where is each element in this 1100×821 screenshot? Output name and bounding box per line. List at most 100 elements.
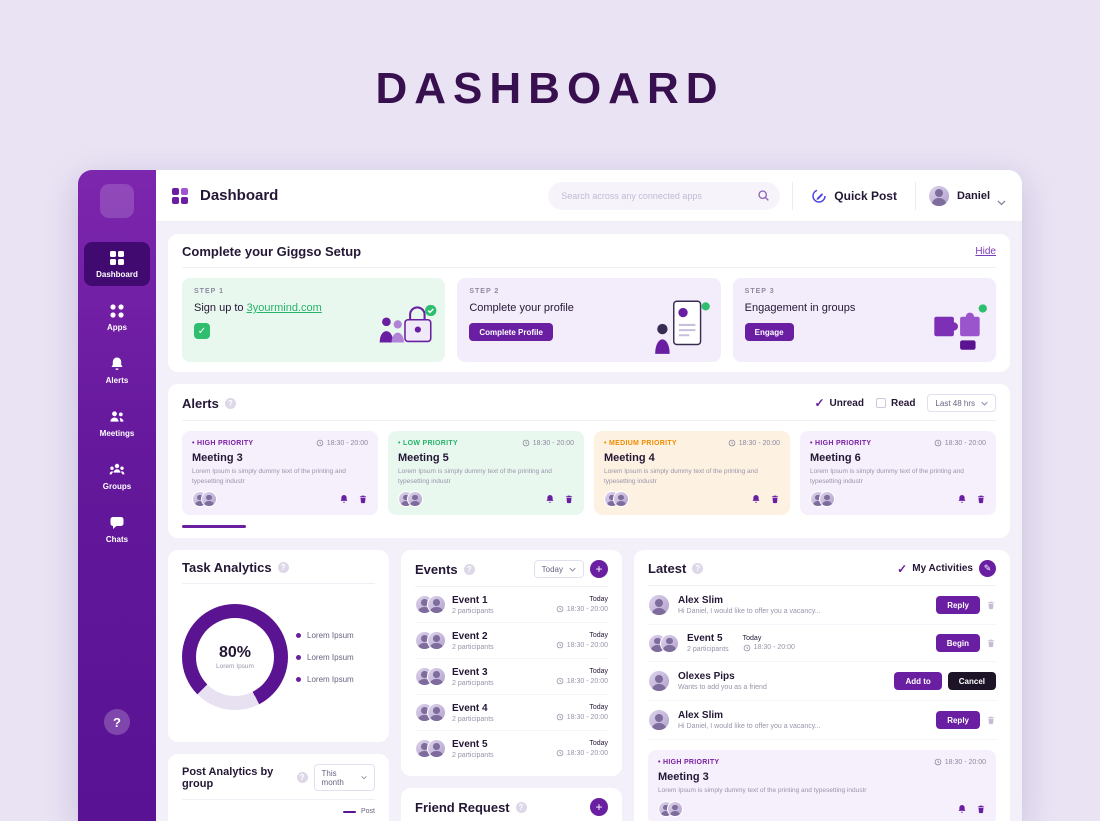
setup-hide-link[interactable]: Hide	[975, 246, 996, 257]
app-window: Dashboard Apps Alerts Meetings	[78, 170, 1022, 821]
clock-icon	[556, 677, 564, 685]
alert-card-meeting-6[interactable]: HIGH PRIORITY 18:30 - 20:00 Meeting 6 Lo…	[800, 431, 996, 515]
sidebar-item-chats[interactable]: Chats	[84, 507, 150, 551]
alert-time: 18:30 - 20:00	[522, 439, 574, 447]
alert-time: 18:30 - 20:00	[934, 758, 986, 766]
clock-icon	[556, 605, 564, 613]
user-name: Daniel	[956, 189, 990, 202]
step-text: Complete your profile	[469, 302, 574, 314]
sidebar-label: Apps	[107, 323, 127, 332]
signup-link[interactable]: 3yourmind.com	[246, 302, 322, 314]
reply-button[interactable]: Reply	[936, 596, 980, 614]
setup-step-3: STEP 3 Engagement in groups Engage	[732, 278, 996, 362]
sidebar: Dashboard Apps Alerts Meetings	[78, 170, 156, 821]
alert-text: Lorem Ipsum is simply dummy text of the …	[398, 468, 552, 486]
legend-line	[342, 810, 356, 813]
post-analytics-range-select[interactable]: This month	[313, 764, 375, 791]
sidebar-item-meetings[interactable]: Meetings	[84, 401, 150, 445]
quick-post-label: Quick Post	[834, 188, 897, 203]
add-event-button[interactable]: +	[590, 560, 608, 578]
priority-badge: HIGH PRIORITY	[658, 759, 719, 766]
add-to-button[interactable]: Add to	[894, 672, 942, 690]
clock-icon	[743, 644, 750, 651]
trash-icon[interactable]	[358, 494, 368, 504]
bell-icon[interactable]	[957, 494, 967, 504]
bell-icon[interactable]	[339, 494, 349, 504]
alert-card-meeting-3[interactable]: HIGH PRIORITY 18:30 - 20:00 Meeting 3 Lo…	[182, 431, 378, 515]
friend-request-title: Friend Request	[415, 799, 510, 815]
engage-button[interactable]: Engage	[744, 323, 794, 341]
participant-avatars	[192, 491, 217, 507]
alerts-title: Alerts	[182, 395, 219, 411]
bell-icon	[109, 356, 125, 372]
latest-meeting-card[interactable]: HIGH PRIORITY 18:30 - 20:00 Meeting 3 Lo…	[648, 750, 996, 821]
alert-card-meeting-5[interactable]: LOW PRIORITY 18:30 - 20:00 Meeting 5 Lor…	[388, 431, 584, 515]
event-name: Event 3	[452, 666, 488, 678]
event-participants: 2 participants	[452, 643, 494, 651]
sidebar-label: Chats	[105, 535, 129, 544]
edit-icon[interactable]: ✎	[979, 560, 996, 577]
event-participants: 2 participants	[452, 751, 494, 759]
reply-button[interactable]: Reply	[936, 711, 980, 729]
my-activities-label: My Activities	[912, 563, 973, 574]
groups-icon	[109, 462, 125, 478]
add-friend-button[interactable]: +	[590, 798, 608, 816]
step2-illustration	[654, 300, 710, 354]
clock-icon	[522, 439, 530, 447]
sidebar-item-alerts[interactable]: Alerts	[84, 348, 150, 392]
trash-icon[interactable]	[564, 494, 574, 504]
alert-card-meeting-4[interactable]: MEDIUM PRIORITY 18:30 - 20:00 Meeting 4 …	[594, 431, 790, 515]
quick-post-button[interactable]: Quick Post	[805, 184, 903, 208]
clock-icon	[934, 758, 942, 766]
begin-button[interactable]: Begin	[935, 634, 980, 652]
participant-avatars	[810, 491, 835, 507]
alerts-range-select[interactable]: Last 48 hrs	[927, 394, 996, 412]
events-range-select[interactable]: Today	[533, 560, 584, 578]
events-range-value: Today	[541, 564, 563, 574]
latest-title: Latest	[648, 561, 687, 576]
latest-text: Hi Daniel, I would like to offer you a v…	[678, 723, 821, 730]
cancel-button[interactable]: Cancel	[947, 672, 996, 690]
search-input[interactable]	[548, 181, 781, 210]
bell-icon[interactable]	[957, 804, 967, 814]
user-menu[interactable]: Daniel	[927, 184, 1006, 207]
latest-event-when: Today 18:30 - 20:00	[742, 634, 795, 652]
read-checkbox[interactable]: Read	[875, 398, 915, 409]
complete-profile-button[interactable]: Complete Profile	[469, 323, 553, 341]
trash-icon[interactable]	[976, 804, 986, 814]
alert-text: Lorem Ipsum is simply dummy text of the …	[192, 468, 346, 486]
trash-icon[interactable]	[986, 599, 996, 611]
alert-title: Meeting 6	[810, 452, 861, 464]
help-button[interactable]: ?	[104, 709, 130, 735]
bell-icon[interactable]	[751, 494, 761, 504]
topbar-divider	[792, 181, 794, 210]
my-activities-checkbox[interactable]: ✓ My Activities	[897, 562, 973, 576]
event-avatars	[415, 595, 446, 614]
alerts-scrollbar[interactable]	[182, 525, 246, 528]
latest-participants: 2 participants	[687, 646, 729, 653]
trash-icon[interactable]	[986, 714, 996, 726]
legend-label: Lorem Ipsum	[307, 674, 354, 684]
clock-icon	[556, 713, 564, 721]
latest-name: Event 5	[687, 633, 723, 644]
unread-checkbox[interactable]: ✓ Unread	[814, 396, 864, 410]
participant-avatars	[604, 491, 629, 507]
bell-icon[interactable]	[545, 494, 555, 504]
setup-step-1: STEP 1 Sign up to 3yourmind.com ✓	[182, 278, 446, 362]
trash-icon[interactable]	[976, 494, 986, 504]
events-title: Events	[415, 561, 458, 577]
trash-icon[interactable]	[770, 494, 780, 504]
check-icon: ✓	[814, 396, 825, 410]
sidebar-item-apps[interactable]: Apps	[84, 295, 150, 339]
trash-icon[interactable]	[986, 637, 996, 649]
sidebar-label: Groups	[102, 482, 132, 491]
sidebar-item-groups[interactable]: Groups	[84, 454, 150, 498]
search-icon[interactable]	[757, 189, 770, 202]
sidebar-item-dashboard[interactable]: Dashboard	[84, 242, 150, 286]
